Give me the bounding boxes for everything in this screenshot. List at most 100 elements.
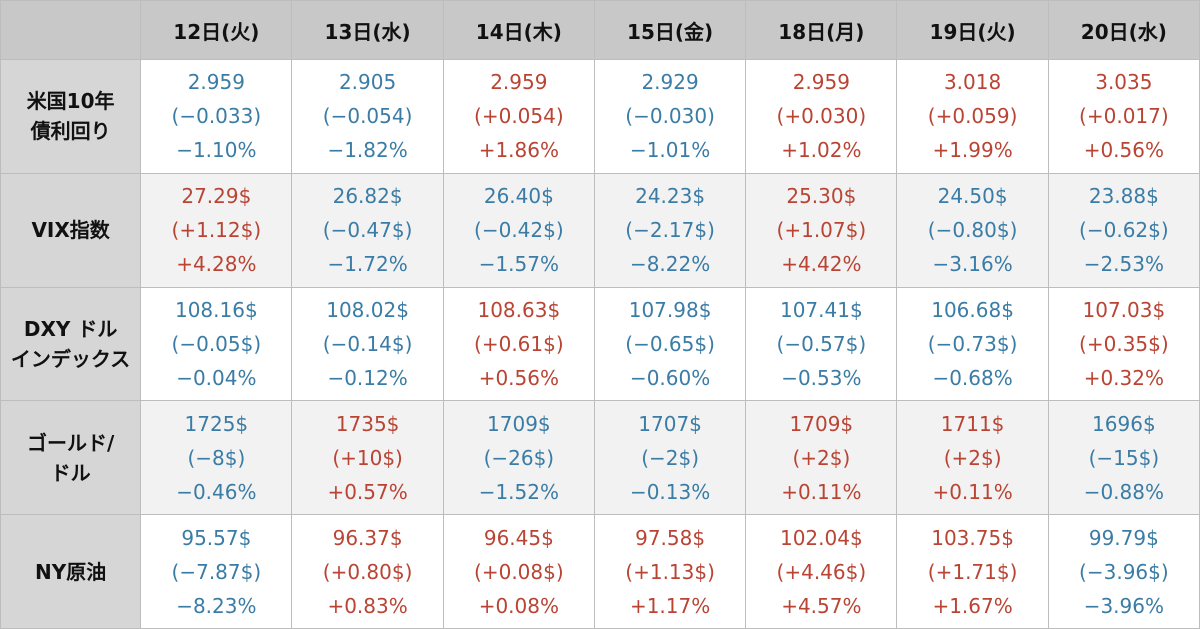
- cell-pct: +1.02%: [781, 138, 862, 163]
- cell-change: (−26$): [483, 445, 555, 470]
- cell-pct: +0.56%: [478, 365, 559, 390]
- cell-change: (+1.13$): [625, 559, 715, 584]
- cell-change: (+0.059): [927, 104, 1018, 129]
- cell-change: (+0.017): [1079, 104, 1169, 129]
- cell-pct: −0.68%: [932, 365, 1013, 390]
- table-row: ゴールド/ ドル 1725$ (−8$) −0.46% 1735$ (+10$) +0.57…: [0, 400, 1200, 516]
- table-row: DXY ドル インデックス 108.16$ (−0.05$) −0.04% 108.02…: [0, 286, 1200, 402]
- cell-value: 1725$: [184, 411, 249, 436]
- cell-value: 1696$: [1092, 411, 1156, 436]
- data-cell: 24.23$ (−2.17$) −8.22%: [593, 172, 747, 288]
- header-corner: [0, 0, 142, 60]
- data-cell: 107.03$ (+0.35$) +0.32%: [1047, 286, 1200, 402]
- data-cell: 1696$ (−15$) −0.88%: [1047, 400, 1200, 516]
- cell-pct: −0.53%: [781, 365, 862, 390]
- cell-value: 103.75$: [931, 525, 1014, 550]
- cell-value: 96.45$: [483, 525, 554, 550]
- cell-change: (−7.87$): [171, 559, 262, 584]
- data-cell: 27.29$ (+1.12$) +4.28%: [140, 172, 293, 288]
- data-cell: 108.16$ (−0.05$) −0.04%: [140, 286, 293, 402]
- cell-pct: +0.32%: [1083, 365, 1164, 390]
- column-header: 20日(水): [1047, 0, 1200, 60]
- cell-value: 1709$: [487, 411, 551, 436]
- cell-change: (−0.14$): [322, 331, 413, 356]
- table-row: VIX指数 27.29$ (+1.12$) +4.28% 26.82$ (−0.47$) −…: [0, 172, 1200, 288]
- cell-value: 102.04$: [779, 525, 863, 550]
- cell-change: (+1.07$): [776, 218, 867, 243]
- cell-pct: −1.72%: [327, 252, 408, 277]
- cell-change: (−2.17$): [625, 218, 715, 243]
- cell-pct: +0.83%: [327, 593, 408, 618]
- cell-pct: −3.16%: [932, 252, 1013, 277]
- cell-pct: −0.13%: [629, 479, 711, 504]
- cell-value: 107.41$: [779, 297, 863, 322]
- cell-value: 2.959: [187, 70, 245, 95]
- data-cell: 1711$ (+2$) +0.11%: [896, 400, 1049, 516]
- cell-pct: −0.46%: [176, 479, 257, 504]
- data-cell: 96.45$ (+0.08$) +0.08%: [442, 514, 595, 629]
- cell-value: 27.29$: [181, 184, 252, 209]
- cell-value: 24.23$: [635, 184, 706, 209]
- cell-value: 23.88$: [1088, 184, 1159, 209]
- cell-pct: −0.04%: [176, 365, 257, 390]
- cell-pct: −1.10%: [176, 138, 257, 163]
- cell-pct: +0.56%: [1083, 138, 1164, 163]
- cell-pct: +1.86%: [478, 138, 559, 163]
- column-header: 19日(火): [896, 0, 1049, 60]
- cell-change: (−0.47$): [322, 218, 413, 243]
- cell-change: (−0.80$): [927, 218, 1018, 243]
- data-cell: 26.82$ (−0.47$) −1.72%: [291, 172, 444, 288]
- cell-pct: +4.57%: [781, 593, 862, 618]
- cell-pct: +0.08%: [478, 593, 559, 618]
- cell-change: (−0.054): [322, 104, 413, 129]
- cell-pct: −2.53%: [1083, 252, 1164, 277]
- cell-value: 25.30$: [786, 184, 857, 209]
- cell-pct: −3.96%: [1083, 593, 1164, 618]
- data-cell: 3.035 (+0.017) +0.56%: [1047, 59, 1200, 174]
- cell-value: 95.57$: [181, 525, 252, 550]
- header-row: 12日(火) 13日(水) 14日(木) 15日(金) 18日(月) 19日(火…: [0, 0, 1200, 60]
- data-cell: 96.37$ (+0.80$) +0.83%: [291, 514, 444, 629]
- cell-change: (−0.030): [625, 104, 715, 129]
- cell-pct: −0.88%: [1083, 479, 1164, 504]
- cell-change: (−15$): [1088, 445, 1160, 470]
- data-cell: 26.40$ (−0.42$) −1.57%: [442, 172, 595, 288]
- column-header: 15日(金): [593, 0, 747, 60]
- data-cell: 2.959 (+0.030) +1.02%: [745, 59, 898, 174]
- cell-value: 26.40$: [483, 184, 554, 209]
- data-cell: 2.929 (−0.030) −1.01%: [593, 59, 747, 174]
- data-cell: 108.63$ (+0.61$) +0.56%: [442, 286, 595, 402]
- cell-change: (−0.73$): [927, 331, 1018, 356]
- data-cell: 108.02$ (−0.14$) −0.12%: [291, 286, 444, 402]
- cell-value: 108.02$: [326, 297, 409, 322]
- cell-pct: +0.57%: [327, 479, 408, 504]
- cell-change: (−0.42$): [474, 218, 564, 243]
- cell-change: (+4.46$): [776, 559, 867, 584]
- cell-value: 1707$: [638, 411, 702, 436]
- cell-pct: +0.11%: [932, 479, 1013, 504]
- data-cell: 2.959 (+0.054) +1.86%: [442, 59, 595, 174]
- data-cell: 1709$ (+2$) +0.11%: [745, 400, 898, 516]
- data-cell: 97.58$ (+1.13$) +1.17%: [593, 514, 747, 629]
- cell-change: (+1.71$): [927, 559, 1018, 584]
- cell-change: (−0.65$): [625, 331, 715, 356]
- column-header: 18日(月): [745, 0, 898, 60]
- cell-value: 1709$: [789, 411, 854, 436]
- cell-change: (+0.08$): [474, 559, 564, 584]
- table-row: NY原油 95.57$ (−7.87$) −8.23% 96.37$ (+0.80$) +0…: [0, 514, 1200, 629]
- cell-pct: −8.22%: [629, 252, 711, 277]
- cell-value: 1711$: [940, 411, 1005, 436]
- data-cell: 106.68$ (−0.73$) −0.68%: [896, 286, 1049, 402]
- column-header: 12日(火): [140, 0, 293, 60]
- cell-value: 26.82$: [332, 184, 403, 209]
- cell-pct: −1.52%: [478, 479, 559, 504]
- cell-value: 107.98$: [628, 297, 712, 322]
- cell-pct: +0.11%: [781, 479, 862, 504]
- table-body: 米国10年 債利回り 2.959 (−0.033) −1.10% 2.905 (−0.05…: [0, 59, 1200, 629]
- cell-change: (+0.054): [474, 104, 564, 129]
- row-label: NY原油: [0, 514, 142, 629]
- data-cell: 103.75$ (+1.71$) +1.67%: [896, 514, 1049, 629]
- data-cell: 95.57$ (−7.87$) −8.23%: [140, 514, 293, 629]
- row-label: 米国10年 債利回り: [0, 59, 142, 174]
